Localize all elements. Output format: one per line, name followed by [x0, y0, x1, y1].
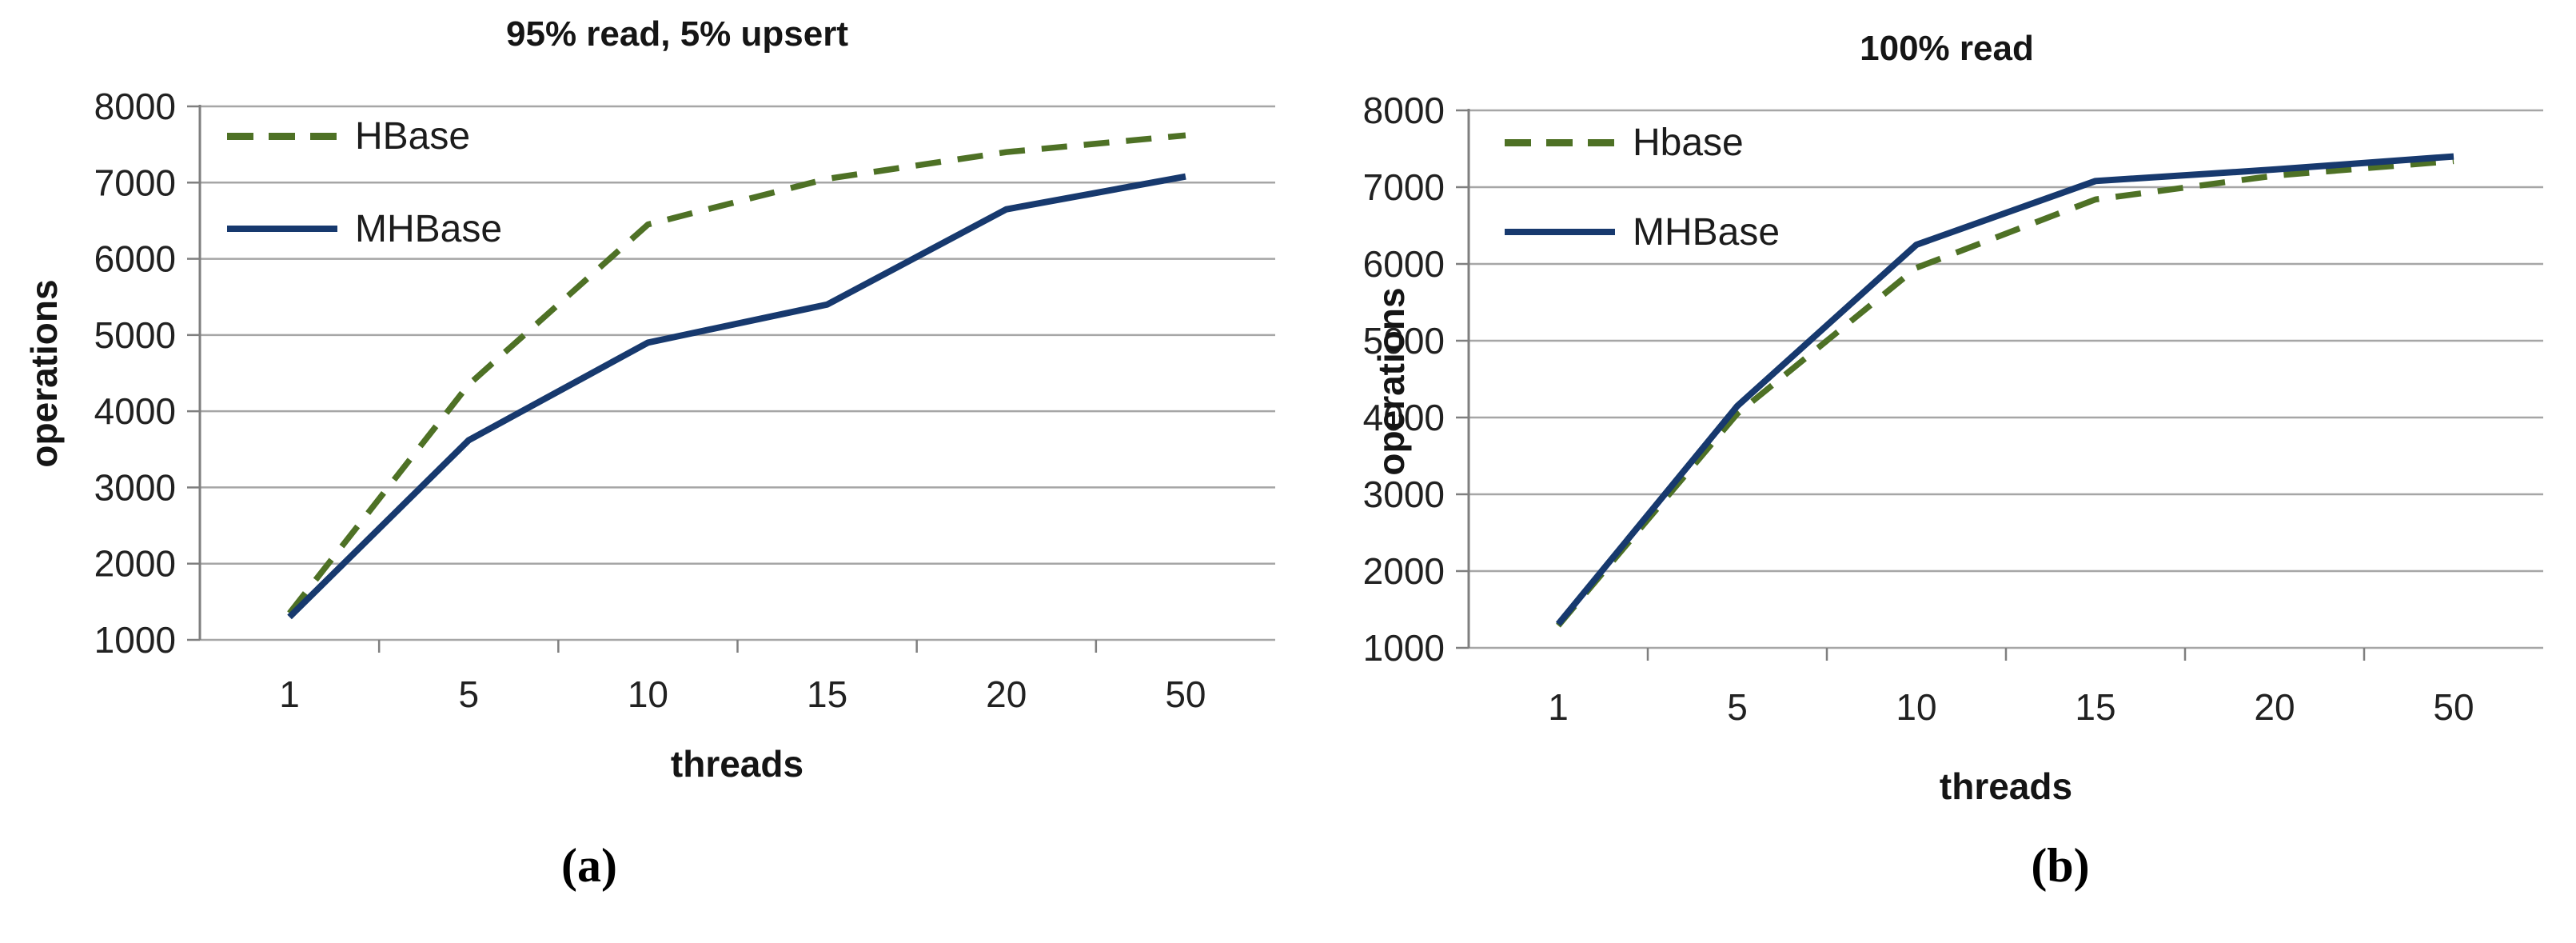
x-tick-label: 20 [986, 673, 1027, 715]
legend-label: MHBase [1633, 210, 1780, 254]
x-tick-label: 10 [628, 673, 668, 715]
y-tick-label: 6000 [94, 238, 176, 280]
y-tick-label: 3000 [1363, 473, 1445, 515]
y-tick-label: 5000 [94, 314, 176, 356]
chart-b-title: 100% read [1860, 29, 2034, 68]
y-tick-label: 8000 [1363, 90, 1445, 131]
chart-a-legend-item-hbase: HBase [227, 114, 470, 158]
x-tick-label: 15 [807, 673, 847, 715]
y-tick-label: 2000 [94, 543, 176, 585]
y-tick-label: 1000 [94, 619, 176, 661]
x-tick-label: 50 [2433, 686, 2474, 728]
y-tick-label: 2000 [1363, 550, 1445, 592]
legend-solid-line-sample [1505, 229, 1615, 235]
chart-a-x-axis-title: threads [670, 743, 804, 785]
series-line-mhbase [1555, 153, 2454, 626]
chart-a-title: 95% read, 5% upsert [506, 14, 848, 54]
y-tick-label: 4000 [1363, 397, 1445, 438]
series-line-mhbase [287, 173, 1186, 620]
x-tick-label: 1 [279, 673, 300, 715]
y-tick-label: 7000 [94, 162, 176, 203]
chart-a-legend-item-mhbase: MHBase [227, 206, 502, 251]
legend-label: HBase [355, 114, 471, 158]
x-tick-label: 1 [1548, 686, 1569, 728]
legend-label: MHBase [355, 207, 503, 250]
y-tick-label: 4000 [94, 390, 176, 432]
y-tick-label: 6000 [1363, 243, 1445, 285]
series-line-hbase [1556, 158, 2454, 628]
y-tick-label: 8000 [94, 86, 176, 127]
chart-b-x-axis-title: threads [1939, 765, 2073, 807]
legend-dashed-line-sample [227, 132, 337, 140]
y-tick-label: 3000 [94, 466, 176, 508]
x-tick-label: 50 [1165, 673, 1206, 715]
x-tick-label: 20 [2254, 686, 2295, 728]
chart-a-y-axis-title: operations [23, 279, 65, 468]
y-tick-label: 7000 [1363, 166, 1445, 208]
legend-label: Hbase [1633, 121, 1744, 164]
chart-b-y-axis-title: operations [1370, 287, 1412, 476]
y-tick-label: 1000 [1363, 627, 1445, 669]
chart-b-caption: (b) [2031, 839, 2090, 892]
x-tick-label: 5 [1727, 686, 1748, 728]
legend-solid-line-sample [227, 226, 337, 232]
x-tick-label: 15 [2075, 686, 2115, 728]
legend-dashed-line-sample [1505, 138, 1615, 146]
chart-b-legend-item-hbase: Hbase [1505, 120, 1744, 165]
chart-b-legend-item-mhbase: MHBase [1505, 210, 1780, 254]
y-tick-label: 5000 [1363, 320, 1445, 362]
x-tick-label: 10 [1896, 686, 1936, 728]
chart-a-caption: (a) [561, 839, 617, 892]
x-tick-label: 5 [458, 673, 479, 715]
